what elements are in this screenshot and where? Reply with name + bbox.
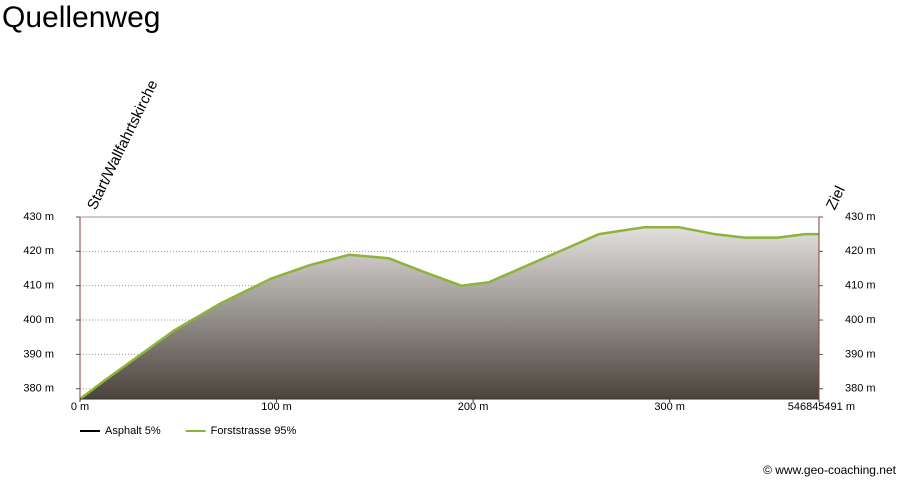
waypoint-label: Ziel bbox=[823, 183, 849, 212]
y-tick-label: 420 m bbox=[23, 245, 54, 257]
y2-tick-label: 410 m bbox=[845, 280, 876, 292]
x-tick-label: 546845491 m bbox=[788, 401, 855, 413]
x-tick-label: 200 m bbox=[458, 401, 489, 413]
y-tick-label: 410 m bbox=[23, 280, 54, 292]
copyright: © www.geo-coaching.net bbox=[763, 463, 897, 477]
y2-tick-label: 380 m bbox=[845, 383, 876, 395]
y2-tick-label: 430 m bbox=[845, 211, 876, 223]
waypoint-label: Start/Wallfahrtskirche bbox=[84, 77, 162, 212]
legend-label: Forststrasse 95% bbox=[211, 425, 297, 437]
y-tick-label: 380 m bbox=[23, 383, 54, 395]
elevation-area bbox=[80, 227, 819, 399]
legend-label: Asphalt 5% bbox=[105, 425, 161, 437]
y2-tick-label: 420 m bbox=[845, 245, 876, 257]
y2-tick-label: 390 m bbox=[845, 348, 876, 360]
x-tick-label: 300 m bbox=[654, 401, 685, 413]
chart-title: Quellenweg bbox=[2, 1, 160, 34]
y-tick-label: 400 m bbox=[23, 314, 54, 326]
y-tick-label: 390 m bbox=[23, 348, 54, 360]
x-tick-label: 100 m bbox=[261, 401, 292, 413]
y-tick-label: 430 m bbox=[23, 211, 54, 223]
x-tick-label: 0 m bbox=[71, 401, 89, 413]
route-line bbox=[79, 226, 819, 400]
y2-tick-label: 400 m bbox=[845, 314, 876, 326]
